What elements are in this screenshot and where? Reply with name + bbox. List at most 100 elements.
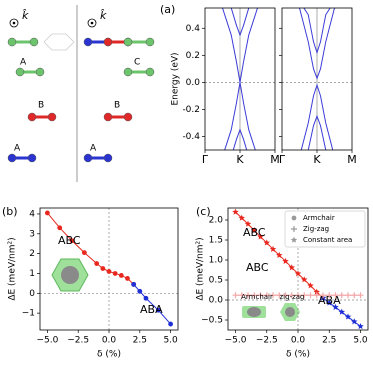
atom [27, 153, 37, 163]
marker [125, 276, 130, 281]
x-axis-label: δ (%) [286, 350, 310, 360]
marker [238, 292, 245, 299]
atom [35, 67, 45, 77]
series-line [230, 8, 250, 37]
y-tick-label: -0.2 [182, 105, 200, 115]
marker [357, 323, 364, 330]
marker [269, 245, 277, 252]
hexagon-outline [43, 33, 75, 51]
marker [307, 292, 314, 299]
x-tick-label: −2.5 [67, 336, 89, 346]
plot-frame [39, 207, 179, 331]
bond [20, 70, 40, 74]
annotation: zig-zag [280, 293, 305, 301]
marker [313, 288, 320, 295]
marker [232, 208, 239, 215]
x-axis-label: δ (%) [97, 350, 121, 360]
marker [288, 264, 295, 271]
atom [7, 153, 17, 163]
marker [168, 321, 174, 327]
y-axis-label: Energy (eV) [171, 52, 181, 105]
atom [15, 67, 25, 77]
atom [47, 112, 57, 122]
bond [128, 40, 150, 44]
series-label: ABC [58, 234, 81, 247]
x-tick-label: −2.5 [256, 336, 278, 346]
series-label: ABC [243, 226, 266, 239]
atom [7, 37, 17, 47]
atom [123, 112, 133, 122]
marker [338, 292, 345, 299]
marker [143, 295, 149, 301]
y-tick-label: 1 [29, 269, 35, 279]
marker [232, 292, 239, 299]
y-axis-label: ΔE (meV/nm²) [196, 237, 206, 300]
marker [106, 269, 112, 274]
bond [128, 70, 150, 74]
y-tick-label: 0 [29, 289, 35, 299]
atom [83, 153, 93, 163]
x-tick-label: Γ [279, 153, 286, 166]
x-tick-label: Γ [202, 153, 209, 166]
y-tick-label: 2 [29, 249, 35, 259]
x-tick-label: 0.0 [102, 336, 117, 346]
y-tick-label: 0.0 [186, 78, 201, 88]
marker [357, 292, 364, 299]
bond [88, 40, 108, 44]
marker [320, 292, 326, 299]
y-axis-label: ΔE (meV/nm²) [8, 237, 18, 300]
marker [351, 318, 358, 325]
y-tick-label: 4 [29, 209, 35, 219]
x-tick-label: K [313, 153, 321, 166]
marker [294, 270, 302, 277]
atom [103, 37, 113, 47]
marker [326, 299, 333, 306]
marker [351, 292, 358, 299]
series-line [307, 114, 327, 150]
layer-label: A [20, 58, 27, 68]
y-tick-label: −1 [22, 309, 35, 319]
marker [257, 233, 264, 240]
legend-label: Zig-zag [303, 225, 329, 233]
atom [123, 67, 133, 77]
x-tick-label: −5.0 [225, 336, 247, 346]
marker [263, 292, 270, 299]
marker [131, 281, 137, 287]
marker [307, 282, 314, 289]
marker [137, 288, 143, 294]
y-tick-label: 0.0 [209, 296, 224, 306]
legend-marker [290, 236, 298, 243]
layer-label: B [38, 101, 44, 111]
marker [282, 257, 289, 264]
marker [270, 292, 276, 299]
marker [344, 313, 352, 320]
marker [301, 276, 308, 283]
legend-box [284, 210, 366, 248]
marker [332, 303, 339, 310]
bond [12, 156, 32, 160]
atom [103, 153, 113, 163]
y-tick-label: 2.0 [209, 216, 224, 226]
x-tick-label: K [236, 153, 244, 166]
marker [338, 308, 345, 315]
marker [118, 273, 124, 278]
series-line [232, 128, 248, 150]
bond [108, 115, 128, 119]
marker [276, 292, 283, 299]
k-label: k̂ [22, 9, 29, 22]
marker [69, 238, 75, 244]
series-line [300, 83, 334, 150]
series-label: ABC [246, 261, 269, 274]
bond [108, 40, 128, 44]
marker [81, 250, 87, 256]
marker [112, 271, 118, 276]
panel-label: (a) [160, 3, 175, 16]
marker [251, 292, 258, 299]
panel-label: (c) [196, 205, 211, 218]
marker [326, 292, 333, 299]
marker [94, 261, 100, 266]
marker [282, 292, 289, 299]
inset-c [242, 303, 300, 321]
k-symbol [87, 18, 97, 28]
bond [88, 156, 108, 160]
